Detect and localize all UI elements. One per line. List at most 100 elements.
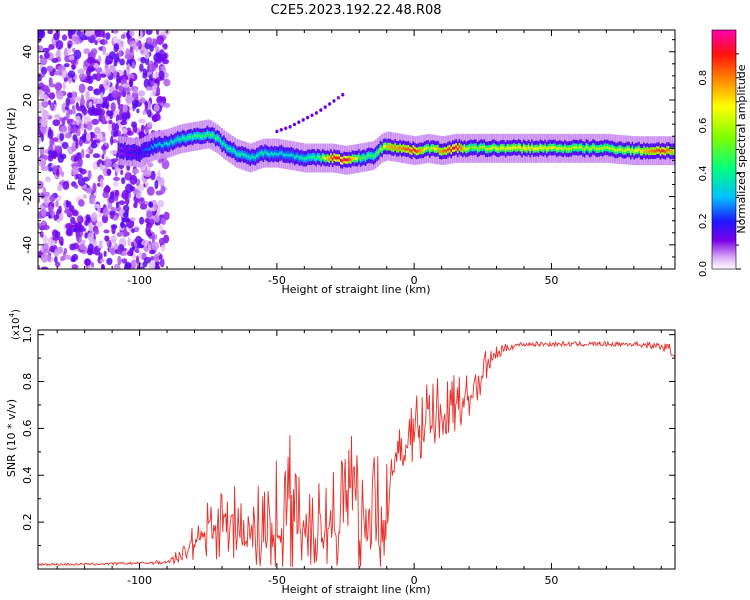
y-tick-label: 0.2	[21, 513, 34, 531]
ridge-peak	[669, 150, 672, 153]
noise-speck	[102, 191, 109, 199]
noise-speck	[113, 176, 120, 182]
noise-speck	[109, 149, 118, 155]
ridge-peak	[203, 134, 205, 138]
noise-speck	[145, 180, 149, 188]
noise-speck	[101, 102, 109, 109]
ridge-peak	[389, 145, 391, 149]
noise-speck	[156, 30, 160, 36]
noise-speck	[149, 74, 153, 81]
noise-speck	[85, 153, 91, 159]
svg-text:(x104): (x104)	[8, 309, 22, 340]
ridge-peak	[377, 150, 380, 154]
noise-speck	[153, 79, 160, 84]
ridge-peak	[458, 145, 461, 149]
ridge-peak	[267, 152, 270, 156]
noise-speck	[131, 228, 135, 234]
noise-speck	[42, 242, 49, 251]
noise-speck	[104, 114, 108, 119]
noise-speck	[76, 106, 84, 112]
ridge-peak	[302, 157, 304, 160]
noise-speck	[158, 70, 165, 80]
noise-speck	[131, 85, 138, 93]
noise-speck	[131, 121, 137, 128]
ridge-peak	[186, 136, 189, 139]
ridge-peak	[577, 146, 579, 150]
noise-speck	[50, 102, 55, 111]
noise-speck	[110, 235, 117, 245]
noise-speck	[163, 78, 171, 87]
noise-speck	[108, 51, 117, 60]
ridge-peak	[335, 156, 337, 160]
noise-speck	[74, 184, 79, 189]
ridge-peak	[476, 148, 479, 151]
noise-speck	[73, 121, 77, 126]
y-tick-label: 0.6	[21, 420, 34, 438]
ridge-peak	[404, 147, 406, 151]
ridge-peak	[578, 146, 581, 149]
ridge-peak	[122, 150, 125, 154]
noise-speck	[98, 83, 105, 91]
noise-speck	[147, 243, 151, 253]
noise-speck	[52, 137, 59, 142]
snr-panel: -100 -50 0 50 0.2 0.4 0.6 0.8 1.0 Height of stra…	[5, 309, 676, 596]
noise-speck	[112, 35, 118, 43]
noise-speck	[61, 141, 69, 150]
noise-speck	[93, 62, 99, 69]
ridge-peak	[412, 147, 415, 151]
ridge-peak	[547, 146, 550, 150]
ridge-peak	[542, 147, 545, 151]
ridge-peak	[257, 153, 260, 157]
noise-speck	[94, 126, 101, 135]
ridge-peak	[570, 147, 573, 151]
ridge-peak	[256, 154, 258, 158]
noise-speck	[88, 223, 93, 232]
ridge-peak	[527, 145, 530, 149]
noise-speck	[111, 90, 120, 99]
noise-speck	[92, 182, 97, 193]
noise-speck	[123, 211, 129, 218]
ridge-peak	[471, 146, 474, 150]
noise-speck	[42, 234, 48, 244]
ridge-peak	[550, 146, 553, 150]
ridge-peak	[489, 147, 492, 151]
ridge-peak	[494, 146, 497, 150]
ridge-peak	[401, 147, 403, 151]
noise-speck	[70, 126, 78, 134]
noise-speck	[72, 257, 76, 263]
ridge-peak	[636, 149, 639, 152]
ridge-peak	[544, 146, 546, 149]
y-tick-label: 0	[21, 145, 34, 152]
ridge-peak	[452, 146, 454, 150]
ridge-peak	[229, 147, 232, 151]
ridge-peak	[440, 150, 443, 154]
ridge-peak	[315, 157, 317, 161]
noise-speck	[151, 40, 158, 46]
ridge-peak	[433, 147, 436, 151]
noise-speck	[60, 125, 65, 133]
ridge-peak	[216, 136, 219, 140]
noise-speck	[136, 255, 139, 264]
noise-speck	[143, 169, 152, 178]
ridge-peak	[455, 145, 457, 149]
noise-speck	[129, 30, 135, 37]
noise-speck	[94, 30, 101, 37]
noise-speck	[88, 66, 96, 72]
noise-speck	[149, 218, 155, 224]
noise-speck	[148, 201, 154, 208]
noise-speck	[40, 253, 49, 263]
ridge-peak	[236, 152, 238, 156]
ridge-peak	[485, 147, 487, 151]
noise-speck	[144, 57, 150, 66]
ridge-peak	[178, 138, 181, 142]
noise-speck	[93, 107, 100, 116]
snr-frame	[37, 329, 676, 570]
noise-speck	[135, 249, 140, 253]
noise-speck	[62, 81, 67, 91]
colorbar-tick-label: 0.6	[698, 118, 709, 134]
ridge-peak	[583, 148, 586, 151]
snr-x-axis-label: Height of straight line (km)	[281, 583, 430, 596]
noise-speck	[99, 132, 103, 139]
noise-speck	[95, 88, 99, 94]
noise-speck	[43, 248, 50, 254]
